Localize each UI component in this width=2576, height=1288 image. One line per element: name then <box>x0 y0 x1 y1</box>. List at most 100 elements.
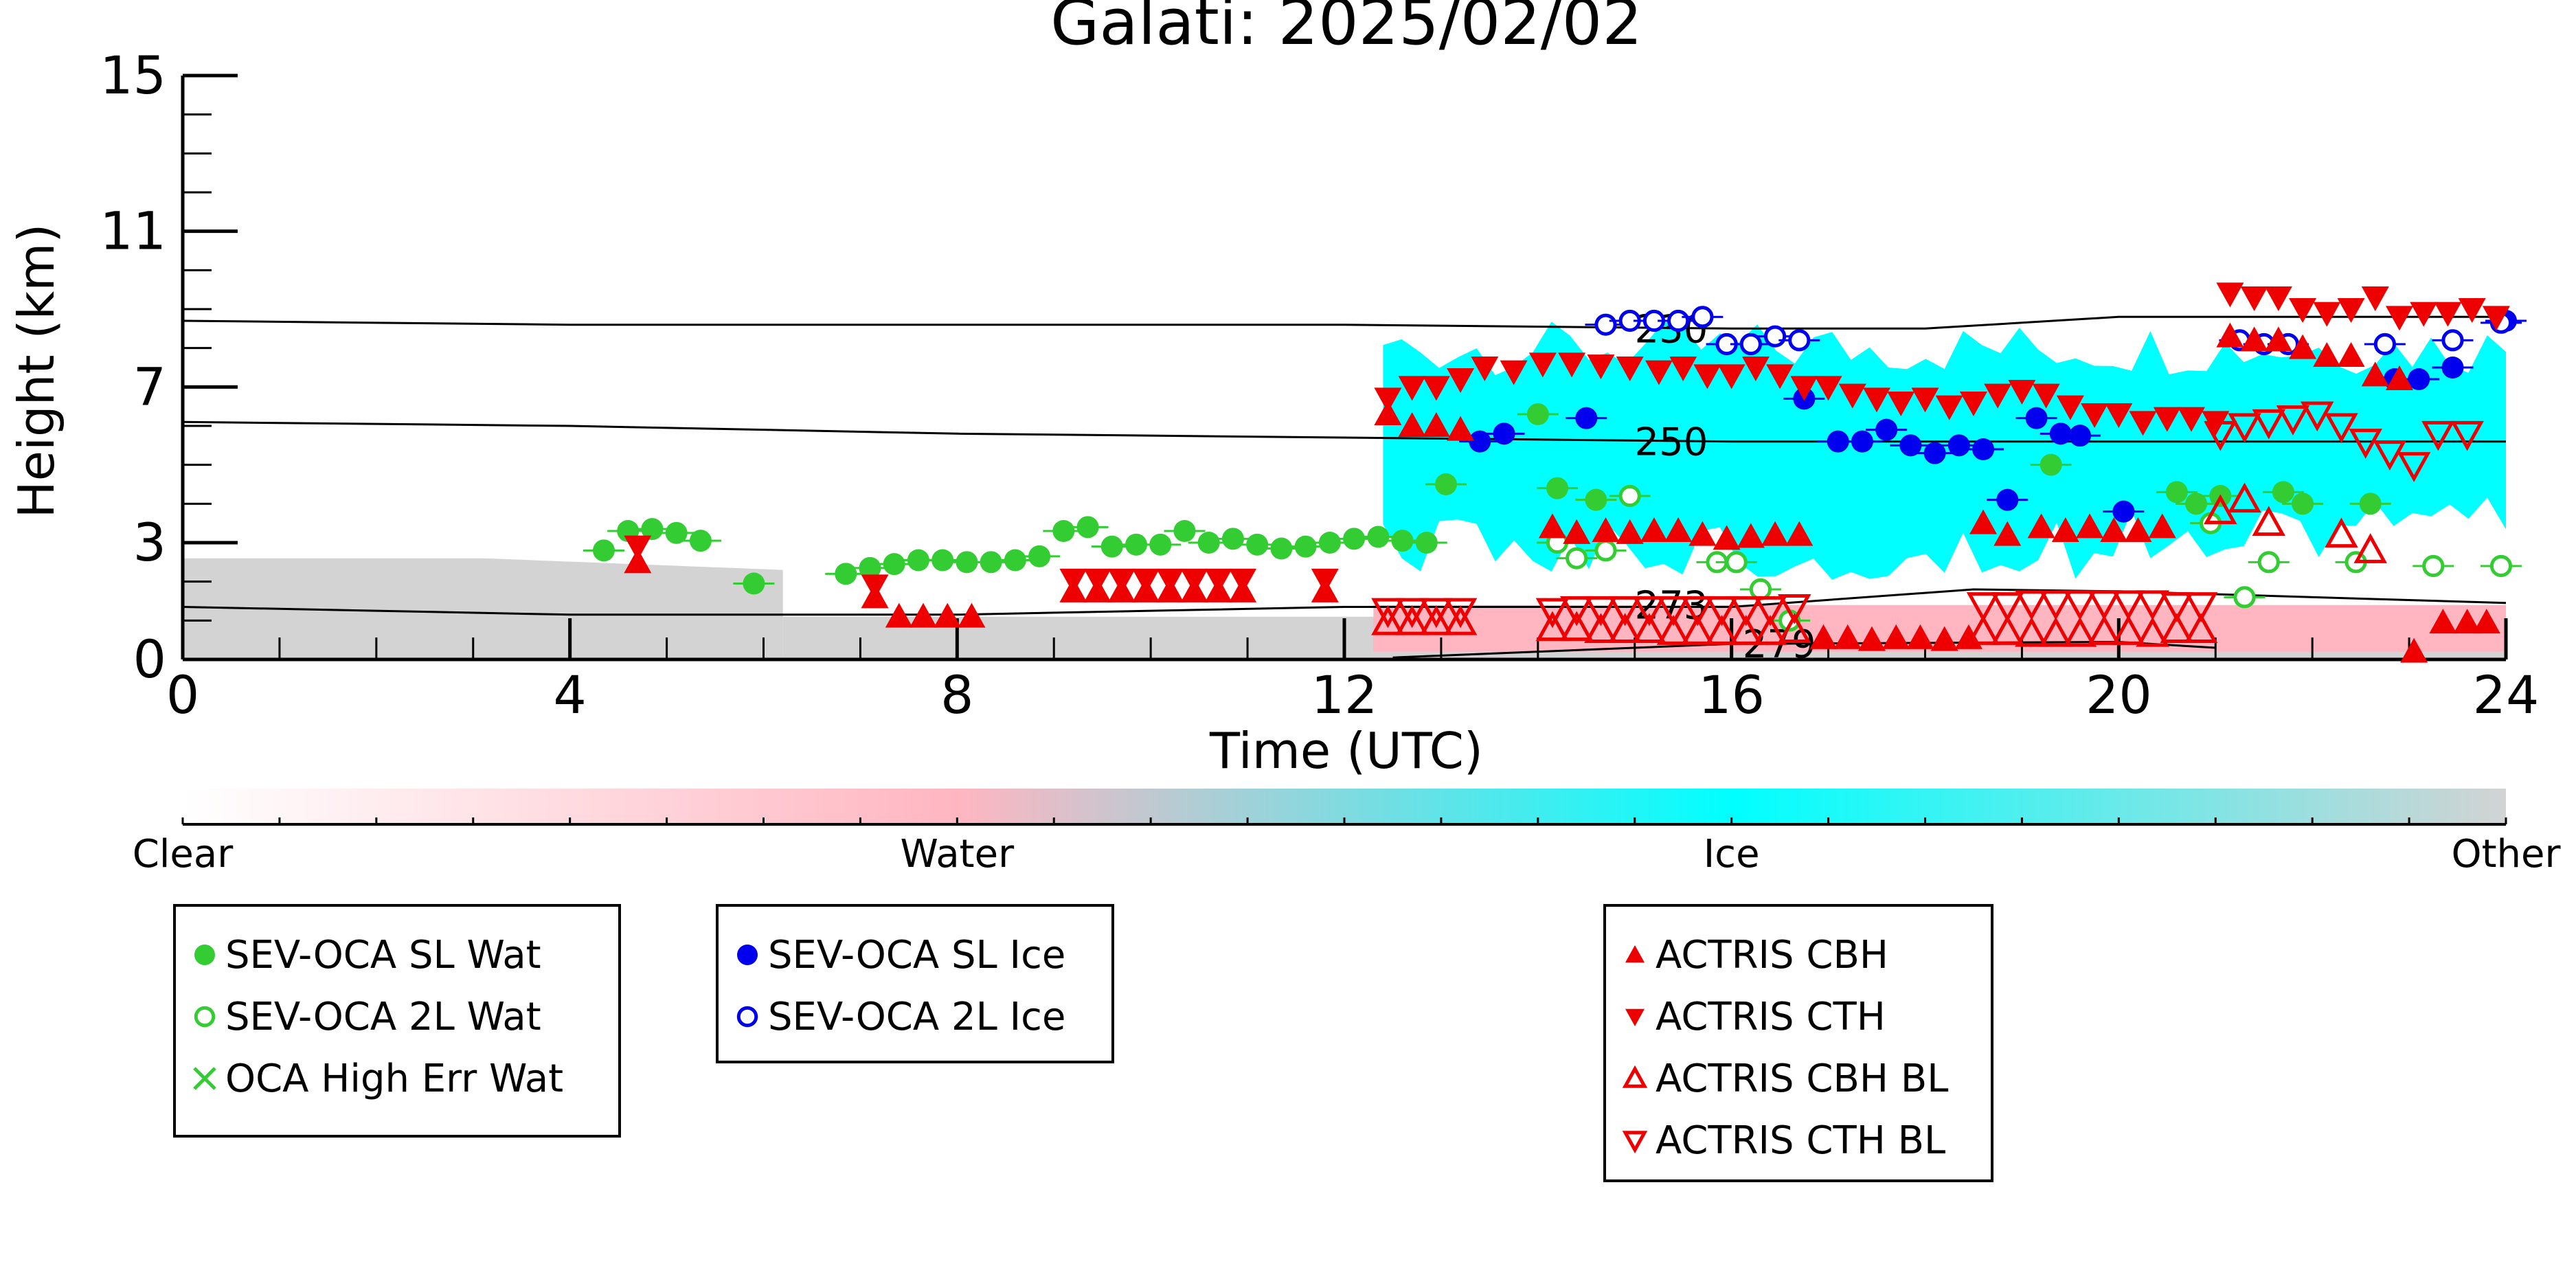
x-tick-label: 20 <box>2086 664 2152 725</box>
marker-actris-cth-bl <box>1705 596 1739 626</box>
marker-actris-cth-bl <box>1656 596 1691 626</box>
marker-sev-oca-sl-wat <box>2292 493 2314 515</box>
marker-actris-cth-bl <box>2204 420 2237 451</box>
marker-sev-oca-sl-wat <box>665 521 688 544</box>
isotherm-label-250: 250 <box>1634 420 1708 465</box>
marker-actris-cth-bl <box>1991 592 2024 622</box>
y-tick-label: 0 <box>133 629 166 690</box>
marker-actris-cbh <box>2361 361 2389 387</box>
marker-actris-cbh-bl <box>1395 605 1429 635</box>
marker-actris-cbh <box>1616 519 1644 544</box>
marker-actris-cth <box>1374 387 1402 413</box>
marker-actris-cbh <box>2264 326 2292 352</box>
marker-actris-cbh <box>1592 517 1620 542</box>
marker-actris-cth-bl <box>1584 596 1618 626</box>
marker-actris-cth <box>2434 302 2462 327</box>
marker-actris-cbh-bl <box>2325 517 2358 548</box>
marker-actris-cbh <box>1640 517 1668 542</box>
legend-symbol <box>193 1067 216 1090</box>
marker-actris-cth <box>1059 568 1087 594</box>
marker-sev-oca-sl-ice <box>1469 430 1491 453</box>
marker-actris-cth <box>1669 357 1697 381</box>
marker-actris-cbh <box>1785 521 1814 546</box>
legend-entry: ACTRIS CBH <box>1620 933 1888 978</box>
marker-sev-oca-2l-ice <box>1788 329 1811 352</box>
marker-actris-cbh <box>1737 523 1765 548</box>
marker-actris-cth <box>2008 380 2036 405</box>
marker-actris-cth-bl <box>2087 590 2121 620</box>
marker-sev-oca-sl-wat <box>931 549 954 572</box>
marker-sev-oca-sl-wat <box>1125 533 1148 556</box>
marker-sev-oca-sl-ice <box>1851 430 1873 453</box>
legend-symbol <box>1625 1008 1645 1026</box>
marker-actris-cth-bl <box>1778 594 1811 624</box>
marker-actris-cbh <box>2051 517 2079 542</box>
legend-marker <box>194 1006 216 1028</box>
marker-actris-cth <box>1911 387 1939 413</box>
marker-actris-cbh-bl <box>1681 615 1715 645</box>
marker-actris-cbh <box>2100 517 2128 542</box>
marker-sev-oca-2l-wat <box>2489 554 2513 578</box>
marker-sev-oca-sl-wat <box>1367 526 1390 548</box>
marker-actris-cth <box>1447 368 1475 393</box>
marker-actris-cbh-bl <box>2136 617 2169 647</box>
marker-sev-oca-2l-wat <box>1725 551 1748 574</box>
marker-sev-oca-sl-wat <box>1197 532 1220 554</box>
marker-actris-cth-bl <box>2184 592 2218 622</box>
marker-actris-cbh-bl <box>1584 613 1618 643</box>
marker-actris-cbh <box>1563 519 1591 544</box>
cloud-layer-other <box>183 558 783 659</box>
y-tick-label: 11 <box>100 201 166 262</box>
marker-actris-cth-bl <box>2421 420 2455 451</box>
marker-sev-oca-sl-ice <box>1947 434 1970 457</box>
marker-actris-cbh-bl <box>2087 615 2121 645</box>
marker-actris-cth <box>1204 568 1232 594</box>
marker-actris-cbh-bl <box>1419 605 1454 635</box>
marker-actris-cbh <box>2429 609 2457 634</box>
marker-sev-oca-sl-ice <box>1575 407 1598 429</box>
colorbar-label-clear: Clear <box>133 832 234 877</box>
marker-actris-cbh <box>1969 509 1998 534</box>
chart-title: Galati: 2025/02/02 <box>1050 0 1642 59</box>
marker-sev-oca-sl-wat <box>2185 493 2208 515</box>
colorbar-label-ice: Ice <box>1704 832 1760 877</box>
legend-water-retrievals: SEV-OCA SL Wat SEV-OCA 2L Wat OCA High Err… <box>173 904 621 1138</box>
legend-marker <box>194 945 215 965</box>
marker-actris-cth-bl <box>2325 413 2358 444</box>
marker-actris-cbh <box>1538 513 1566 539</box>
legend-label: SEV-OCA SL Ice <box>768 932 1066 978</box>
marker-sev-oca-sl-ice <box>1827 430 1849 453</box>
legend-label: ACTRIS CTH <box>1656 994 1886 1039</box>
x-tick-label: 8 <box>940 664 973 725</box>
y-tick-label: 7 <box>133 356 166 417</box>
marker-actris-cth <box>1766 364 1794 389</box>
marker-sev-oca-sl-wat <box>907 549 929 572</box>
legend-label: SEV-OCA 2L Wat <box>225 994 541 1039</box>
marker-sev-oca-sl-wat <box>1434 473 1457 495</box>
legend-entry: ACTRIS CTH <box>1620 994 1886 1039</box>
marker-sev-oca-2l-ice <box>1667 309 1690 332</box>
x-axis-label: Time (UTC) <box>1209 722 1483 780</box>
marker-sev-oca-sl-wat <box>1270 537 1293 560</box>
marker-actris-cbh <box>2385 365 2413 390</box>
marker-actris-cth <box>2081 403 2109 428</box>
legend-entry: SEV-OCA 2L Wat <box>190 994 541 1039</box>
marker-actris-cth <box>2313 302 2341 327</box>
marker-actris-cth <box>1132 568 1160 594</box>
marker-sev-oca-sl-ice <box>2025 407 2048 429</box>
marker-sev-oca-sl-wat <box>1221 528 1244 550</box>
marker-actris-cbh <box>1761 521 1789 546</box>
marker-actris-cbh <box>909 602 938 628</box>
marker-actris-cth <box>1863 387 1891 413</box>
marker-actris-cth <box>1587 354 1615 380</box>
marker-actris-cth-bl <box>1395 598 1429 629</box>
marker-actris-cth <box>2178 407 2206 432</box>
marker-actris-cbh <box>1713 525 1741 550</box>
marker-actris-cbh-bl <box>1608 613 1642 643</box>
marker-actris-cth <box>624 535 652 561</box>
legend-entry: SEV-OCA 2L Ice <box>732 995 1065 1039</box>
legend-marker <box>1625 945 1645 963</box>
marker-actris-cth-bl <box>1419 598 1454 629</box>
marker-actris-cbh <box>2313 342 2341 367</box>
marker-sev-oca-2l-wat <box>1749 578 1772 601</box>
